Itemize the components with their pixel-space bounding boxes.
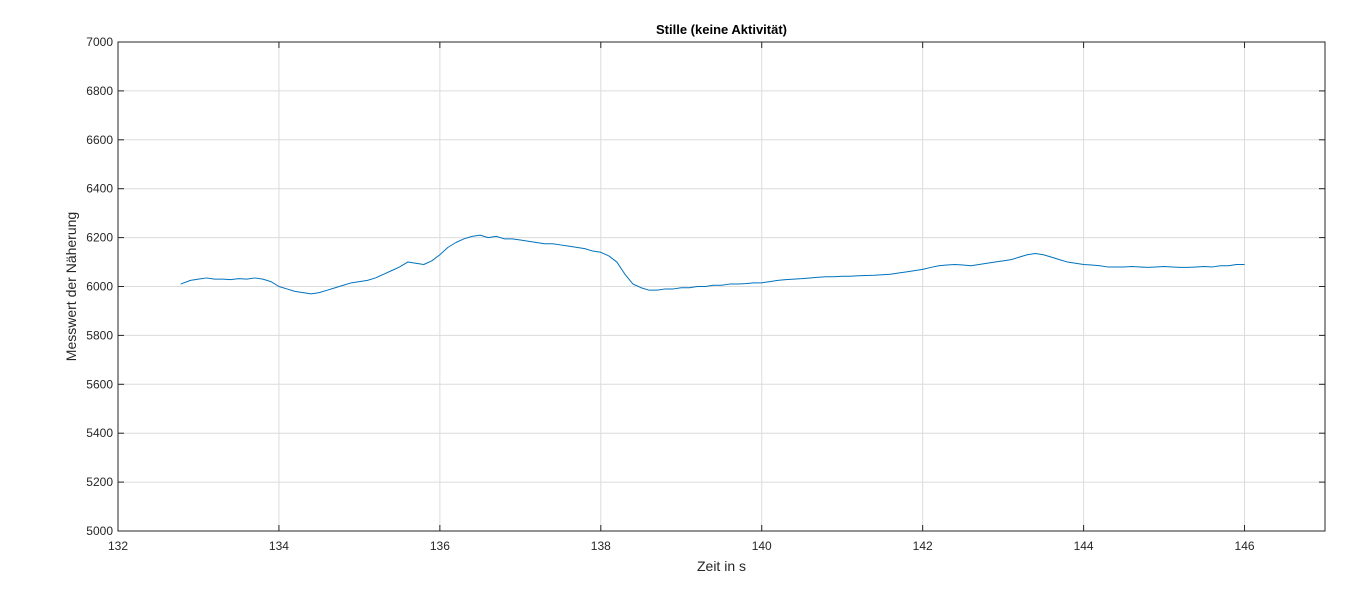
y-tick-label: 5600 [86, 377, 113, 391]
y-tick-label: 5400 [86, 426, 113, 440]
y-tick-label: 6400 [86, 182, 113, 196]
y-tick-labels: 5000 5200 5400 5600 5800 6000 6200 6400 6600 6800… [86, 35, 113, 538]
y-tick-label: 7000 [86, 35, 113, 49]
tick-marks [117, 41, 1325, 532]
y-tick-label: 6000 [86, 280, 113, 294]
x-tick-label: 134 [269, 539, 289, 553]
x-tick-label: 136 [430, 539, 450, 553]
series-line [180, 234, 1245, 295]
y-tick-label: 6600 [86, 133, 113, 147]
chart-title: Stille (keine Aktivität) [656, 22, 787, 37]
y-tick-label: 6200 [86, 231, 113, 245]
x-tick-label: 132 [108, 539, 128, 553]
x-axis-title: Zeit in s [697, 558, 746, 574]
x-tick-label: 140 [752, 539, 772, 553]
x-tick-label: 146 [1235, 539, 1255, 553]
y-tick-label: 5200 [86, 475, 113, 489]
x-tick-label: 142 [913, 539, 933, 553]
x-tick-label: 138 [591, 539, 611, 553]
y-tick-label: 5800 [86, 328, 113, 342]
series-layer [180, 234, 1245, 295]
x-tick-label: 144 [1074, 539, 1094, 553]
x-tick-labels: 132 134 136 138 140 142 144 146 [108, 539, 1255, 553]
y-tick-label: 5000 [86, 524, 113, 538]
y-axis-title: Messwert der Näherung [63, 212, 79, 361]
y-tick-label: 6800 [86, 84, 113, 98]
